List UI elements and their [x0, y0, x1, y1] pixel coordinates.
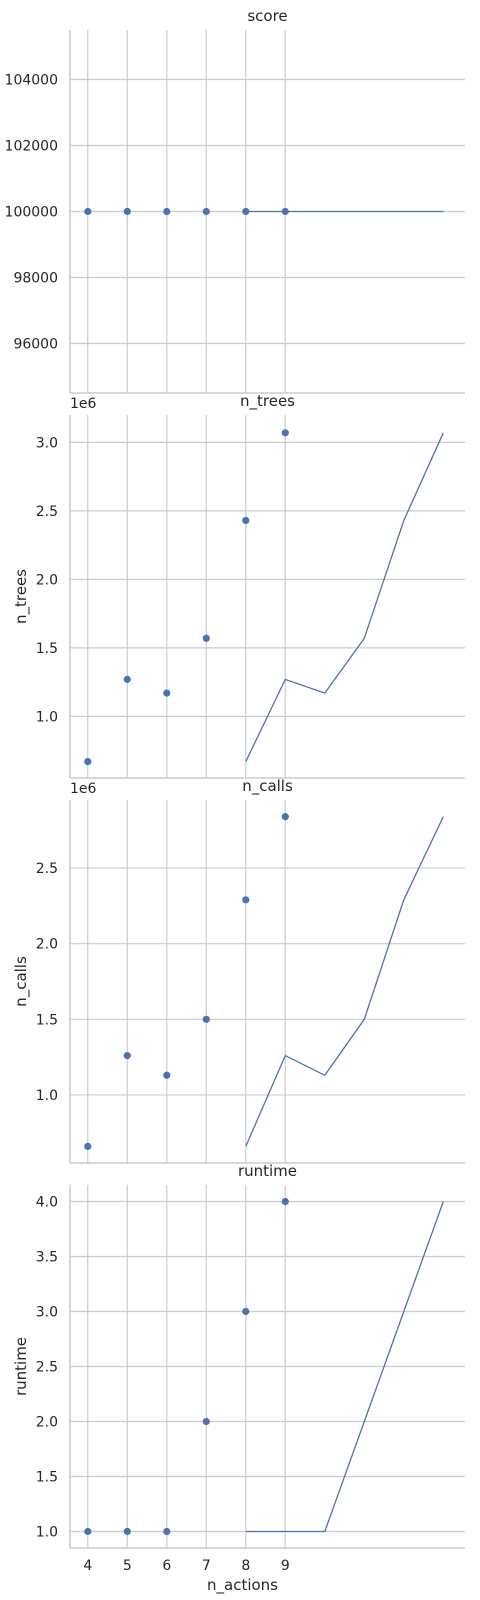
- y-tick-label: 2.5: [36, 861, 58, 877]
- y-axis-label: runtime: [12, 1337, 30, 1396]
- panel-title: runtime: [238, 1162, 297, 1180]
- scatter-point: [202, 634, 210, 642]
- scatter-point: [84, 1142, 92, 1150]
- panel-title: n_trees: [240, 392, 295, 411]
- y-tick-label: 2.0: [36, 572, 58, 588]
- x-tick-label: 4: [83, 1558, 92, 1574]
- scatter-point: [281, 207, 289, 216]
- x-axis-label: n_actions: [207, 1576, 278, 1595]
- series-line: [245, 432, 444, 762]
- y-tick-label: 2.5: [36, 1360, 58, 1376]
- y-tick-label: 96000: [13, 337, 58, 353]
- y-tick-label: 100000: [5, 205, 58, 221]
- y-tick-label: 1.5: [36, 1012, 58, 1028]
- scatter-point: [202, 1417, 210, 1426]
- scatter-point: [123, 1527, 131, 1536]
- y-tick-label: 2.5: [36, 504, 58, 520]
- y-tick-label: 1.0: [36, 1088, 58, 1104]
- scatter-point: [242, 896, 250, 904]
- y-tick-label: 102000: [5, 139, 58, 155]
- y-tick-label: 98000: [13, 271, 58, 287]
- x-tick-label: 8: [241, 1558, 250, 1574]
- y-tick-label: 3.0: [36, 435, 58, 451]
- axis-offset-text: 1e6: [70, 781, 97, 797]
- y-tick-label: 104000: [5, 73, 58, 89]
- x-tick-label: 7: [202, 1558, 211, 1574]
- y-axis-label: n_calls: [12, 956, 31, 1007]
- y-tick-label: 3.0: [36, 1305, 58, 1321]
- y-tick-label: 1.0: [36, 709, 58, 725]
- y-axis-label: n_trees: [12, 569, 31, 624]
- y-tick-label: 1.0: [36, 1525, 58, 1541]
- scatter-point: [242, 207, 250, 216]
- scatter-point: [281, 429, 289, 437]
- scatter-point: [202, 207, 210, 216]
- series-line: [245, 816, 444, 1147]
- series-line: [245, 1201, 444, 1533]
- scatter-point: [242, 516, 250, 525]
- scatter-point: [84, 1527, 92, 1536]
- scatter-point: [163, 1527, 171, 1536]
- x-tick-label: 6: [162, 1558, 171, 1574]
- scatter-point: [123, 675, 131, 683]
- scatter-point: [123, 1052, 131, 1060]
- axis-offset-text: 1e6: [70, 396, 97, 412]
- scatter-point: [202, 1015, 210, 1023]
- scatter-point: [163, 689, 171, 697]
- y-tick-label: 2.0: [36, 1415, 58, 1431]
- panel-title: n_calls: [242, 777, 293, 796]
- x-tick-label: 5: [123, 1558, 132, 1574]
- y-tick-label: 2.0: [36, 937, 58, 953]
- y-tick-label: 3.5: [36, 1250, 58, 1266]
- scatter-point: [281, 1197, 289, 1206]
- scatter-point: [281, 813, 289, 821]
- y-tick-label: 1.5: [36, 1470, 58, 1486]
- y-tick-label: 4.0: [36, 1195, 58, 1211]
- scatter-point: [84, 207, 92, 216]
- y-tick-label: 1.5: [36, 641, 58, 657]
- scatter-point: [163, 1071, 171, 1079]
- scatter-point: [163, 207, 171, 216]
- x-tick-label: 9: [281, 1558, 290, 1574]
- scatter-point: [84, 757, 92, 766]
- scatter-point: [242, 1307, 250, 1316]
- panel-title: score: [247, 7, 287, 25]
- scatter-point: [123, 207, 131, 216]
